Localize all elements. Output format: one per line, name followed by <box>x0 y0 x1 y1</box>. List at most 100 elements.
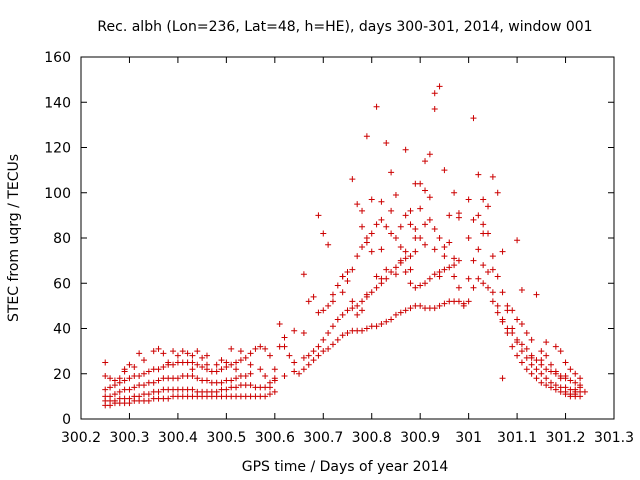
data-point <box>567 366 574 373</box>
data-point <box>514 339 521 346</box>
data-point <box>528 361 535 368</box>
data-point <box>480 262 487 269</box>
data-point <box>475 171 482 178</box>
data-point <box>126 395 133 402</box>
data-point <box>543 382 550 389</box>
data-point <box>485 268 492 275</box>
data-point <box>266 391 273 398</box>
data-point <box>431 271 438 278</box>
data-point <box>262 393 269 400</box>
data-point <box>281 373 288 380</box>
data-point <box>543 375 550 382</box>
data-point <box>160 350 167 357</box>
data-point <box>310 293 317 300</box>
data-point <box>392 235 399 241</box>
data-point <box>233 384 240 391</box>
data-point <box>165 395 172 402</box>
data-point <box>378 275 385 282</box>
data-point <box>543 366 550 373</box>
data-point <box>121 377 128 384</box>
data-point <box>489 173 496 180</box>
data-point <box>368 230 375 237</box>
y-tick-label: 0 <box>62 412 71 428</box>
data-point <box>140 370 147 377</box>
y-tick-label: 60 <box>53 276 71 292</box>
data-point <box>402 255 409 262</box>
x-tick-label: 300.3 <box>109 430 149 446</box>
data-point <box>475 275 482 282</box>
data-point <box>397 257 404 264</box>
data-point <box>213 388 220 395</box>
data-point <box>136 373 143 380</box>
data-point <box>475 212 482 219</box>
x-tick-label: 301.1 <box>497 430 537 446</box>
data-point <box>189 359 196 366</box>
data-point <box>392 192 399 199</box>
data-point <box>150 379 157 386</box>
data-point <box>189 352 196 359</box>
data-point <box>315 343 322 350</box>
data-point <box>392 311 399 318</box>
data-point <box>237 357 244 364</box>
data-point <box>286 352 293 359</box>
data-point <box>194 361 201 368</box>
data-point <box>504 302 511 309</box>
data-point <box>194 348 201 355</box>
data-point <box>392 271 399 278</box>
data-point <box>422 280 429 287</box>
data-point <box>528 336 535 343</box>
data-point <box>329 323 336 330</box>
data-point <box>514 316 521 323</box>
data-point <box>363 325 370 332</box>
data-point <box>407 221 414 228</box>
x-tick-label: 300.6 <box>255 430 295 446</box>
data-point <box>518 359 525 366</box>
data-point <box>329 291 336 298</box>
data-point <box>291 327 298 334</box>
x-tick-label: 300.9 <box>400 430 440 446</box>
x-tick-label: 301 <box>455 430 482 446</box>
data-point <box>373 273 380 280</box>
data-point <box>494 309 501 316</box>
data-point <box>543 339 550 346</box>
data-point <box>203 352 210 359</box>
data-point <box>455 257 462 264</box>
data-point <box>412 225 419 232</box>
data-point <box>577 384 584 391</box>
data-point <box>538 348 545 355</box>
data-point <box>339 332 346 339</box>
data-point <box>499 375 506 382</box>
data-point <box>271 388 278 395</box>
data-point <box>543 352 550 359</box>
data-point <box>310 348 317 355</box>
data-point <box>126 375 133 382</box>
data-point <box>300 271 307 278</box>
data-point <box>315 309 322 316</box>
data-point <box>562 359 569 366</box>
data-point <box>247 350 254 357</box>
data-point <box>218 366 225 373</box>
data-point <box>325 241 332 248</box>
data-point <box>397 309 404 316</box>
data-point <box>475 246 482 253</box>
data-point <box>315 212 322 219</box>
data-point <box>218 357 225 364</box>
data-point <box>165 359 172 366</box>
data-point <box>489 289 496 296</box>
data-point <box>218 379 225 386</box>
data-point <box>305 298 312 305</box>
data-point <box>262 345 269 352</box>
data-point <box>489 253 496 260</box>
data-point <box>499 248 506 255</box>
data-point <box>349 305 356 312</box>
data-point <box>242 373 249 380</box>
data-point <box>373 221 380 228</box>
data-point <box>228 361 235 368</box>
data-point <box>155 388 162 395</box>
data-point <box>300 366 307 373</box>
data-point <box>223 386 230 393</box>
data-point <box>581 388 588 395</box>
data-point <box>426 275 433 282</box>
data-point <box>102 373 109 380</box>
data-point <box>199 363 206 370</box>
